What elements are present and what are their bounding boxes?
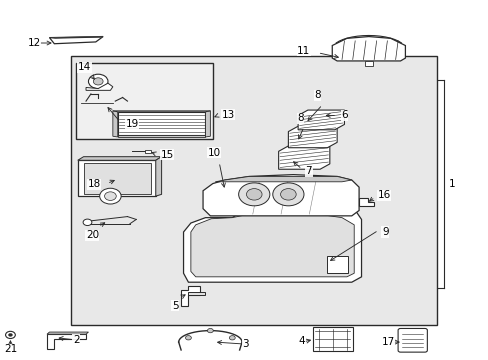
Bar [76,63,212,139]
Text: 6: 6 [340,111,347,121]
Polygon shape [83,163,151,194]
Polygon shape [288,126,336,148]
Circle shape [83,219,92,226]
Polygon shape [113,111,210,112]
Bar [144,149,151,153]
Text: 17: 17 [381,337,394,347]
Polygon shape [47,332,88,334]
Text: 16: 16 [377,190,390,200]
Text: 13: 13 [221,110,234,120]
Circle shape [5,331,15,338]
Text: 9: 9 [381,227,388,237]
FancyBboxPatch shape [397,328,427,352]
Polygon shape [118,135,205,137]
Circle shape [246,189,262,200]
Polygon shape [86,83,113,90]
Text: 12: 12 [27,38,41,48]
Circle shape [272,183,304,206]
Circle shape [238,183,269,206]
Polygon shape [183,205,361,282]
Circle shape [185,336,191,340]
Polygon shape [298,110,344,130]
Polygon shape [49,37,103,39]
Polygon shape [156,157,161,196]
Text: 20: 20 [85,230,99,240]
Text: 18: 18 [87,179,101,189]
Polygon shape [188,292,204,296]
Text: 4: 4 [298,336,305,346]
Polygon shape [78,157,161,160]
Polygon shape [190,214,353,277]
Polygon shape [47,334,86,348]
Bar [71,56,436,325]
Polygon shape [49,37,103,44]
Polygon shape [203,175,358,216]
Polygon shape [278,146,329,169]
Polygon shape [181,286,199,306]
Circle shape [280,189,296,200]
Text: 11: 11 [297,46,310,56]
Circle shape [93,78,103,85]
Text: 15: 15 [160,150,174,160]
Circle shape [100,188,121,204]
Circle shape [229,336,235,340]
Circle shape [207,328,213,333]
Text: 21: 21 [4,344,17,354]
Text: 10: 10 [207,148,221,158]
Circle shape [104,192,116,201]
Circle shape [8,333,12,336]
Polygon shape [113,111,118,137]
Text: 14: 14 [78,62,91,72]
Bar [364,60,372,66]
Circle shape [88,74,108,89]
Text: 1: 1 [447,179,454,189]
Bar [327,256,347,273]
Polygon shape [118,112,205,135]
Text: 7: 7 [305,166,311,176]
Text: 3: 3 [242,339,248,349]
Polygon shape [331,37,405,61]
Text: 2: 2 [73,334,80,345]
Polygon shape [215,176,351,182]
Polygon shape [358,198,373,206]
Polygon shape [78,160,156,196]
Text: 8: 8 [297,113,303,123]
Text: 8: 8 [314,90,320,100]
Text: 5: 5 [172,301,178,311]
Text: 19: 19 [125,120,139,129]
Polygon shape [205,111,210,137]
Bar [312,327,352,351]
